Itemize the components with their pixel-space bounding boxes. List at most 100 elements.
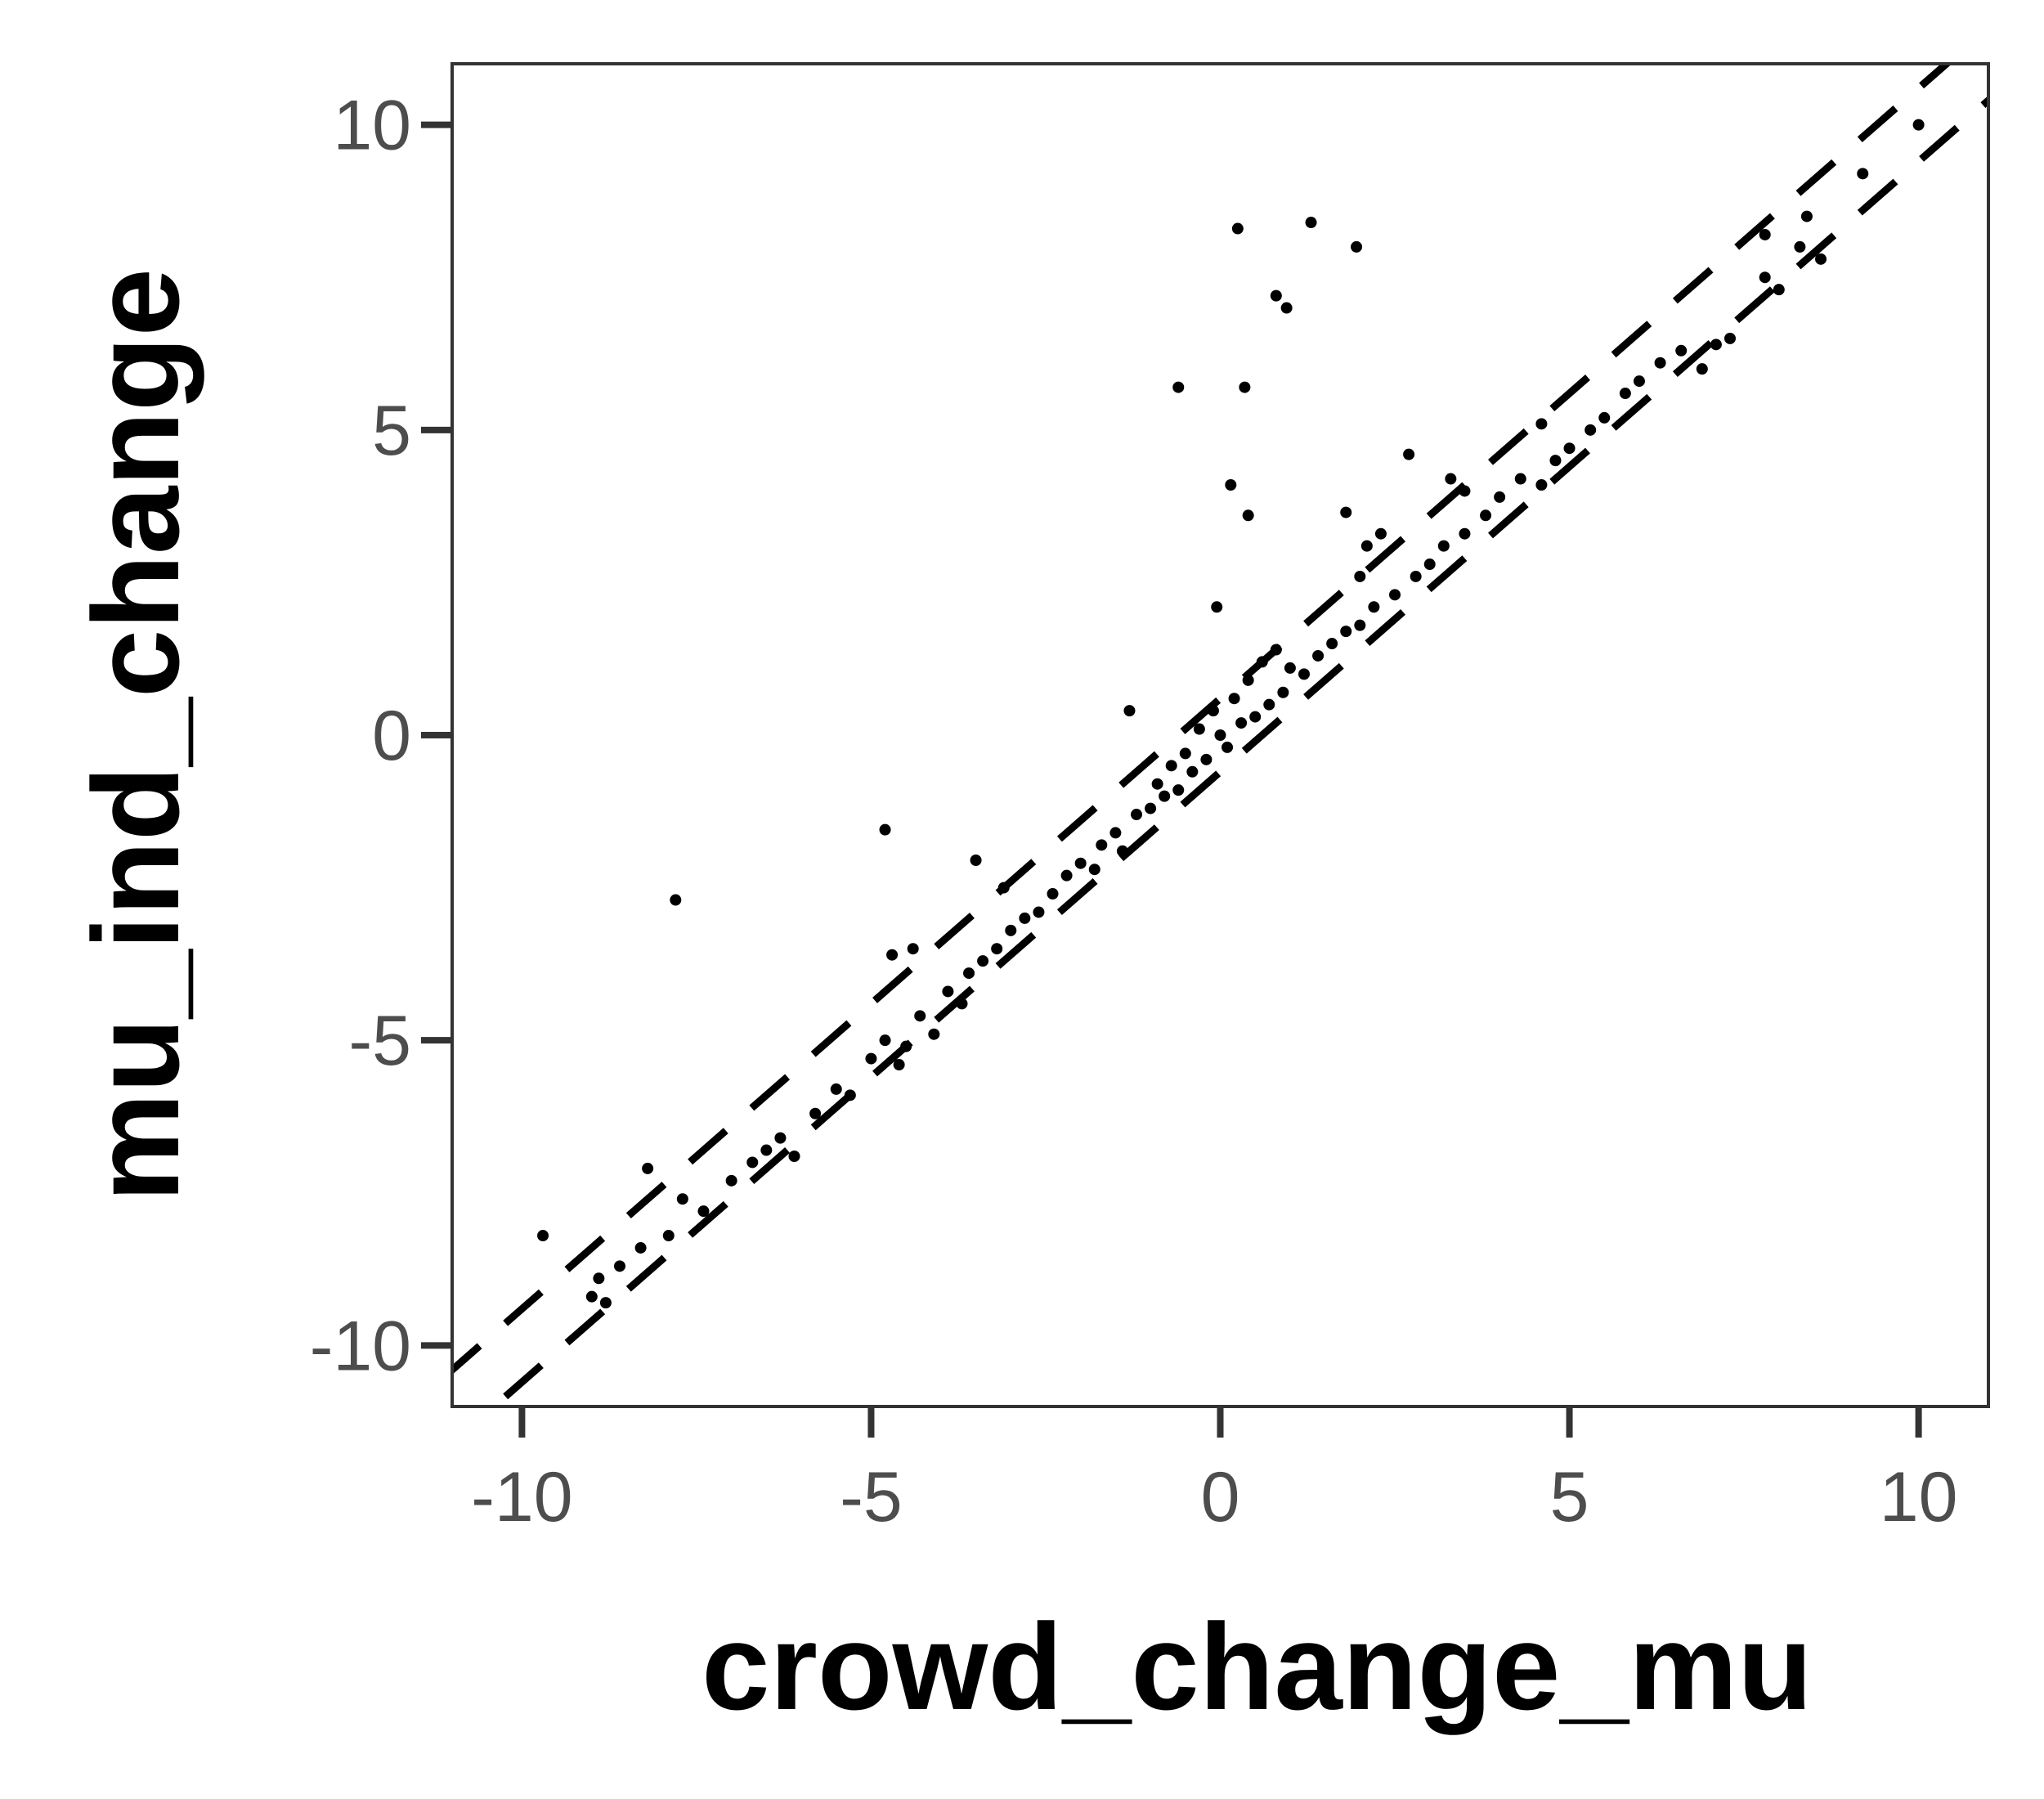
data-point-60: [1312, 649, 1325, 662]
data-point-118: [997, 882, 1010, 894]
data-point-15: [844, 1089, 856, 1101]
data-point-87: [1794, 240, 1806, 253]
y-axis: -10 -5 0 5 10: [310, 87, 452, 1385]
data-point-53: [1249, 711, 1262, 723]
data-point-85: [1759, 271, 1771, 284]
data-point-16: [865, 1052, 877, 1065]
data-point-104: [1374, 527, 1387, 540]
data-point-66: [1410, 570, 1422, 582]
y-tick-label: -10: [310, 1307, 411, 1385]
data-point-48: [1214, 729, 1226, 741]
reference-lines: [452, 64, 1988, 1406]
data-point-36: [1116, 845, 1128, 857]
data-point-105: [1360, 540, 1373, 552]
data-point-80: [1654, 357, 1666, 369]
data-point-114: [1800, 210, 1813, 222]
data-point-110: [537, 1230, 549, 1242]
data-point-57: [1277, 686, 1289, 698]
data-point-32: [1074, 857, 1087, 869]
data-point-109: [970, 855, 982, 867]
data-point-26: [991, 943, 1003, 955]
data-point-98: [1225, 478, 1237, 491]
data-point-20: [914, 1010, 926, 1022]
data-point-63: [1354, 619, 1366, 631]
data-point-41: [1165, 760, 1177, 772]
data-point-55: [1263, 698, 1275, 711]
data-point-13: [809, 1107, 822, 1119]
data-point-21: [928, 1028, 940, 1040]
y-tick-label: 0: [372, 697, 411, 775]
data-point-106: [1123, 705, 1136, 717]
data-point-73: [1535, 478, 1548, 491]
data-point-95: [1172, 381, 1185, 393]
data-point-101: [1445, 473, 1457, 485]
data-point-108: [670, 894, 682, 906]
data-point-91: [1305, 217, 1317, 229]
data-point-59: [1298, 668, 1310, 680]
data-point-90: [1231, 222, 1244, 235]
data-point-5: [662, 1230, 675, 1242]
data-point-28: [1019, 912, 1031, 924]
data-point-6: [676, 1193, 688, 1205]
data-point-69: [1459, 527, 1471, 540]
data-point-89: [1857, 168, 1869, 180]
data-point-47: [1207, 705, 1219, 717]
data-point-92: [1351, 240, 1363, 253]
data-point-12: [788, 1150, 800, 1162]
data-point-119: [1354, 570, 1366, 582]
data-point-31: [1060, 869, 1073, 882]
data-point-75: [1563, 442, 1576, 455]
x-axis-title: crowd_change_mu: [702, 1598, 1813, 1735]
y-axis-title: mu_ind_change: [67, 268, 204, 1202]
data-point-58: [1284, 662, 1296, 674]
x-tick-label: 10: [1880, 1458, 1958, 1537]
data-point-8: [725, 1174, 737, 1187]
data-point-113: [1759, 228, 1771, 240]
data-point-22: [942, 985, 954, 998]
data-point-79: [1633, 375, 1645, 388]
data-point-7: [697, 1205, 710, 1218]
data-point-38: [1145, 802, 1157, 814]
data-point-96: [1239, 381, 1251, 393]
data-point-99: [1242, 509, 1254, 522]
x-tick-label: -10: [471, 1458, 572, 1537]
data-point-102: [1459, 485, 1471, 497]
data-point-65: [1389, 589, 1401, 601]
data-point-3: [613, 1260, 625, 1272]
data-point-111: [642, 1162, 654, 1174]
data-point-19: [900, 1040, 912, 1052]
data-point-76: [1585, 424, 1597, 436]
data-point-9: [746, 1156, 759, 1169]
data-point-34: [1096, 839, 1108, 851]
data-point-71: [1494, 491, 1506, 503]
data-point-51: [1235, 717, 1248, 729]
data-point-54: [1256, 656, 1268, 668]
data-point-81: [1675, 344, 1688, 357]
data-point-107: [879, 823, 891, 836]
data-point-29: [1033, 906, 1045, 918]
data-point-4: [634, 1241, 647, 1254]
data-point-86: [1773, 284, 1785, 296]
data-point-78: [1619, 388, 1631, 400]
data-point-61: [1326, 638, 1338, 650]
data-point-100: [1340, 506, 1352, 518]
data-point-84: [1724, 332, 1736, 344]
data-point-67: [1423, 559, 1436, 571]
data-point-0: [585, 1290, 598, 1303]
data-point-72: [1514, 473, 1526, 485]
data-point-30: [1047, 888, 1059, 900]
data-point-97: [1403, 448, 1415, 460]
data-point-10: [760, 1144, 773, 1156]
data-point-43: [1179, 747, 1191, 760]
data-point-88: [1815, 253, 1827, 265]
data-point-18: [893, 1059, 905, 1071]
data-point-42: [1172, 784, 1185, 796]
data-point-117: [907, 943, 919, 955]
data-point-37: [1131, 809, 1143, 821]
data-point-40: [1159, 790, 1171, 802]
data-point-83: [1710, 339, 1722, 351]
data-point-116: [886, 949, 899, 961]
y-tick-label: 5: [372, 392, 411, 470]
data-point-103: [1535, 418, 1548, 430]
